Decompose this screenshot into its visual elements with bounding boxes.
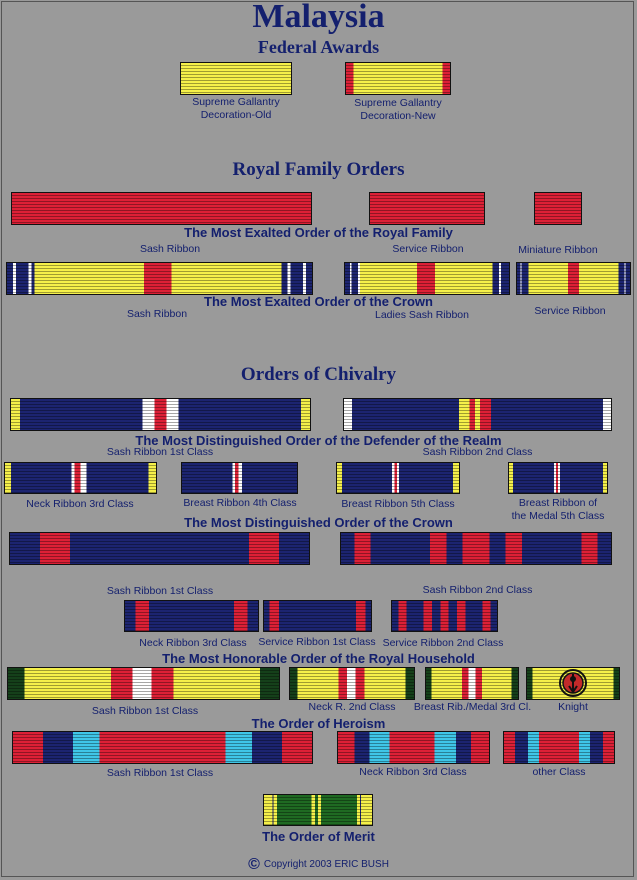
caption-def-medal5: Breast Ribbon of the Medal 5th Class	[511, 497, 605, 522]
caption-her-sash1: Sash Ribbon 1st Class	[106, 767, 214, 779]
caption-hh-sash1: Sash Ribbon 1st Class	[91, 705, 199, 717]
ribbon-royal-family-sash	[11, 192, 312, 225]
ribbon-crown-service	[516, 262, 631, 295]
order-name-distinguished-crown: The Most Distinguished Order of the Crow…	[184, 515, 453, 530]
ribbon-household-neck-2nd	[289, 667, 415, 700]
ribbon-order-of-merit	[263, 794, 373, 826]
caption-rf-sash: Sash Ribbon	[139, 243, 201, 255]
ribbon-dist-crown-service-2nd	[391, 600, 498, 632]
ribbon-supreme-gallantry-old	[180, 62, 292, 95]
ribbon-defender-sash-1st	[10, 398, 311, 431]
caption-sgd-old: Supreme Gallantry Decoration-Old	[192, 96, 280, 121]
copyright-text: Copyright 2003 ERIC BUSH	[263, 859, 389, 870]
section-title-royal-family: Royal Family Orders	[232, 159, 405, 180]
section-title-chivalry: Orders of Chivalry	[240, 364, 397, 385]
caption-dc-service2: Service Ribbon 2nd Class	[382, 637, 504, 649]
order-name-heroism: The Order of Heroism	[251, 716, 386, 731]
order-name-merit: The Order of Merit	[262, 829, 375, 844]
caption-dc-sash1: Sash Ribbon 1st Class	[106, 585, 214, 597]
copyright-notice: © Copyright 2003 ERIC BUSH	[0, 856, 637, 874]
ribbon-heroism-other	[503, 731, 615, 764]
order-name-royal-household: The Most Honorable Order of the Royal Ho…	[162, 651, 475, 666]
ribbon-dist-crown-sash-2nd	[340, 532, 612, 565]
caption-def-breast5: Breast Ribbon 5th Class	[341, 498, 455, 510]
order-name-defender: The Most Distinguished Order of the Defe…	[135, 433, 502, 448]
caption-def-sash2: Sash Ribbon 2nd Class	[422, 446, 533, 458]
ribbon-supreme-gallantry-new	[345, 62, 451, 95]
ribbon-defender-neck-3rd	[4, 462, 157, 494]
caption-def-sash1: Sash Ribbon 1st Class	[106, 446, 214, 458]
ribbon-defender-breast-4th	[181, 462, 298, 494]
ribbon-defender-sash-2nd	[343, 398, 612, 431]
caption-cr-service: Service Ribbon	[534, 305, 606, 317]
ribbon-royal-family-miniature	[534, 192, 582, 225]
caption-dc-sash2: Sash Ribbon 2nd Class	[422, 584, 533, 596]
ribbon-heroism-neck-3rd	[337, 731, 490, 764]
caption-hh-breast3: Breast Rib./Medal 3rd Cl.	[413, 701, 532, 713]
ribbon-household-breast-3rd	[425, 667, 519, 700]
ribbon-defender-breast-5th	[336, 462, 460, 494]
knight-rosette-icon	[559, 669, 587, 697]
caption-cr-ladies: Ladies Sash Ribbon	[375, 309, 469, 321]
ribbon-dist-crown-neck-3rd	[124, 600, 259, 632]
ribbon-heroism-sash-1st	[12, 731, 313, 764]
page-title: Malaysia	[252, 0, 385, 35]
caption-sgd-new: Supreme Gallantry Decoration-New	[354, 97, 442, 122]
ribbon-dist-crown-service-1st	[263, 600, 372, 632]
caption-rf-service: Service Ribbon	[392, 243, 464, 255]
ribbon-crown-ladies-sash	[344, 262, 510, 295]
caption-her-other: other Class	[532, 766, 586, 778]
caption-hh-neck2: Neck R. 2nd Class	[308, 701, 396, 713]
ribbon-dist-crown-sash-1st	[9, 532, 310, 565]
copyright-icon: ©	[248, 856, 260, 873]
caption-rf-mini: Miniature Ribbon	[518, 244, 598, 256]
caption-cr-sash: Sash Ribbon	[126, 308, 188, 320]
caption-def-breast4: Breast Ribbon 4th Class	[183, 497, 297, 509]
caption-def-neck3: Neck Ribbon 3rd Class	[26, 498, 134, 510]
page-subtitle: Federal Awards	[257, 37, 380, 57]
caption-her-neck3: Neck Ribbon 3rd Class	[359, 766, 467, 778]
order-name-royal-family: The Most Exalted Order of the Royal Fami…	[184, 225, 453, 240]
caption-dc-neck3: Neck Ribbon 3rd Class	[139, 637, 247, 649]
order-name-crown: The Most Exalted Order of the Crown	[204, 294, 433, 309]
ribbon-crown-sash	[6, 262, 313, 295]
caption-hh-knight: Knight	[558, 701, 588, 713]
ribbon-household-sash-1st	[7, 667, 280, 700]
caption-dc-service1: Service Ribbon 1st Class	[258, 636, 376, 648]
ribbon-royal-family-service	[369, 192, 485, 225]
ribbon-defender-medal-5th	[508, 462, 608, 494]
